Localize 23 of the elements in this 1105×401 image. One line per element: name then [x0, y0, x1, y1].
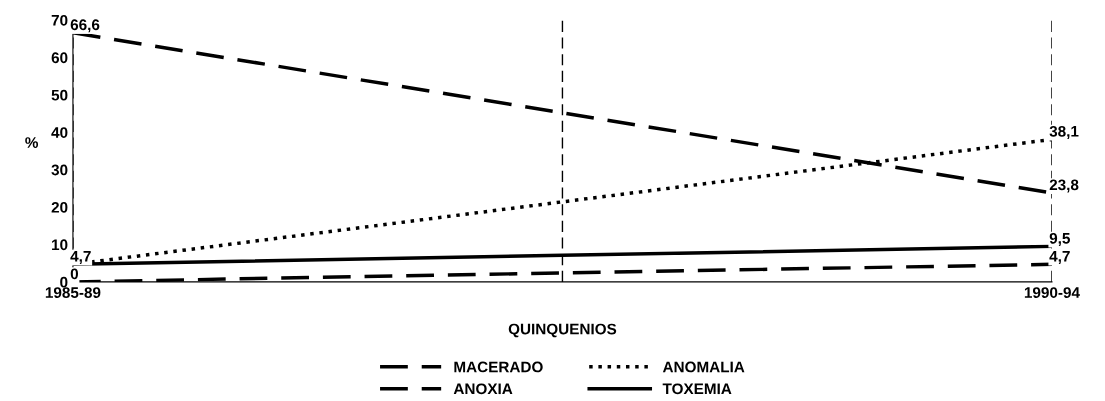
data-label: 38,1 — [1049, 125, 1079, 139]
legend-label: ANOXIA — [453, 383, 513, 395]
data-label: 23,8 — [1049, 179, 1079, 193]
legend-label: MACERADO — [454, 361, 543, 373]
data-label: 4,7 — [1049, 251, 1070, 264]
data-label: 0 — [70, 268, 79, 280]
y-tick-label: 0 — [60, 276, 68, 288]
y-tick-label: 70 — [51, 14, 68, 26]
y-tick-label: 40 — [51, 127, 68, 138]
legend-label: TOXEMIA — [662, 383, 732, 395]
x-tick-label: 1990-94 — [1024, 287, 1080, 298]
data-label: 4,7 — [70, 251, 91, 264]
y-tick-label: 20 — [51, 201, 68, 213]
y-tick-label: 30 — [51, 164, 68, 176]
x-tick-label: 1985-89 — [45, 287, 101, 298]
data-label: 66,6 — [70, 19, 100, 33]
data-label: 9,5 — [1049, 232, 1070, 246]
y-tick-label: 10 — [52, 239, 68, 251]
x-axis-title: QUINQUENIOS — [508, 323, 617, 338]
y-tick-label: 50 — [51, 89, 68, 101]
legend-label: ANOMALIA — [662, 361, 745, 373]
y-axis-title: % — [25, 137, 39, 148]
y-tick-label: 60 — [51, 52, 68, 64]
